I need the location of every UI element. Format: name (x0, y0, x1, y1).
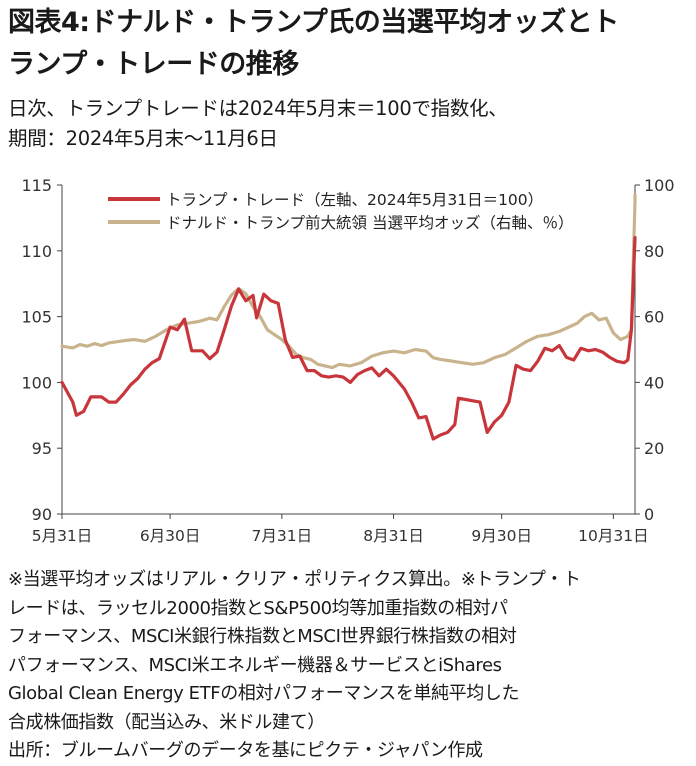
source-line: 出所：ブルームバーグのデータを基にピクテ・ジャパン作成 (8, 740, 483, 761)
left-tick-label: 90 (32, 505, 52, 524)
legend-label-2: ドナルド・トランプ前大統領 当選平均オッズ（右軸、％） (166, 214, 573, 232)
legend-label-1: トランプ・トレード（左軸、2024年5月31日＝100） (166, 191, 543, 209)
x-tick-label: 7月31日 (252, 527, 313, 545)
left-tick-label: 115 (21, 176, 52, 195)
chart-title: 図表4:ドナルド・トランプ氏の当選平均オッズとト ランプ・トレードの推移 (8, 2, 688, 86)
left-tick-label: 110 (21, 242, 52, 261)
subtitle-line-2: 期間：2024年5月末～11月6日 (8, 127, 278, 150)
note-line-2: レードは、ラッセル2000指数とS&P500均等加重指数の相対パ (8, 597, 508, 619)
note-line-3: フォーマンス、MSCI米銀行株指数とMSCI世界銀行株指数の相対 (8, 626, 517, 647)
x-tick-label: 5月31日 (32, 527, 93, 545)
trump-trade-line (60, 236, 637, 441)
note-line-1: ※当選平均オッズはリアル・クリア・ポリティクス算出。※トランプ・ト (8, 569, 581, 590)
x-tick-label: 8月31日 (363, 527, 424, 545)
left-tick-label: 100 (21, 373, 52, 392)
left-tick-label: 95 (32, 439, 52, 458)
x-tick-label: 10月31日 (578, 527, 648, 545)
chart-axes: 90 95 100 105 110 115 0 20 40 60 80 100 5月31日 6月30日 7月… (21, 176, 674, 545)
line-chart: 90 95 100 105 110 115 0 20 40 60 80 100 5月31日 6月30日 7月… (21, 176, 674, 545)
chart-notes: ※当選平均オッズはリアル・クリア・ポリティクス算出。※トランプ・ト レードは、ラ… (8, 566, 692, 766)
right-tick-label: 100 (644, 176, 675, 195)
note-line-4: パフォーマンス、MSCI米エネルギー機器＆サービスとiShares (8, 654, 502, 676)
title-line-1: 図表4:ドナルド・トランプ氏の当選平均オッズとト (8, 7, 619, 38)
chart-series (60, 193, 637, 441)
right-tick-label: 80 (644, 242, 664, 261)
left-tick-label: 105 (21, 308, 52, 327)
note-line-6: 合成株価指数（配当込み、米ドル建て） (8, 711, 325, 733)
chart-subtitle: 日次、トランプトレードは2024年5月末＝100で指数化、 期間：2024年5月… (8, 94, 688, 154)
title-line-2: ランプ・トレードの推移 (8, 49, 299, 80)
election-odds-line (60, 193, 637, 370)
right-tick-label: 60 (644, 308, 664, 327)
chart-legend: トランプ・トレード（左軸、2024年5月31日＝100） ドナルド・トランプ前大統… (108, 191, 573, 232)
right-tick-label: 40 (644, 373, 664, 392)
x-tick-label: 6月30日 (140, 527, 201, 545)
note-line-5: Global Clean Energy ETFの相対パフォーマンスを単純平均した (8, 683, 520, 704)
x-tick-label: 9月30日 (471, 527, 532, 545)
right-tick-label: 20 (644, 439, 664, 458)
right-tick-label: 0 (644, 505, 654, 524)
subtitle-line-1: 日次、トランプトレードは2024年5月末＝100で指数化、 (8, 97, 508, 120)
